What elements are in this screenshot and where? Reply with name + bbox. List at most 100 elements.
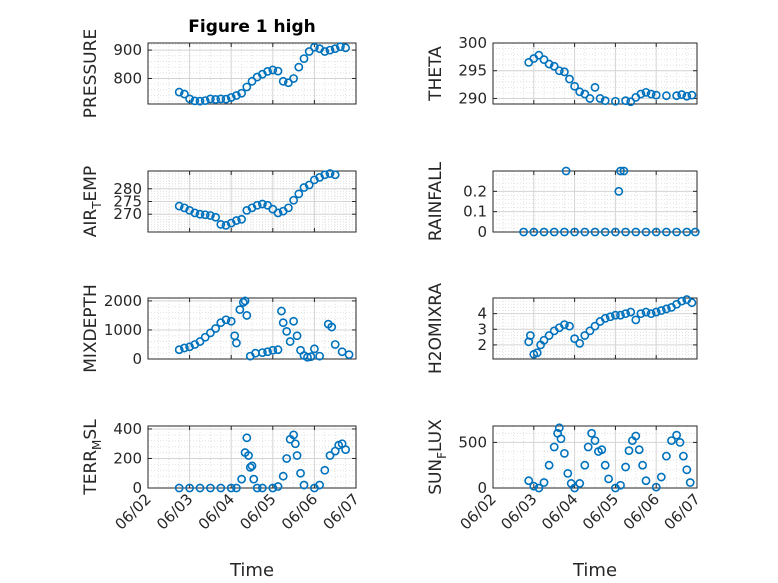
data-point [290,439,300,449]
subplot-1: 800 900 PRESSURE Figure 1 high [81,17,357,118]
x-tick-label: 06/03 [153,490,196,533]
data-point [587,428,596,438]
minor-grid [493,170,697,233]
data-point [539,227,549,237]
data-point [560,67,569,77]
y-tick-label: 400 [113,420,142,438]
y-tick-label: 0.1 [463,203,487,221]
y-tick-label: 300 [458,34,487,52]
data-point [330,340,340,349]
data-point [289,316,298,326]
data-point [185,94,194,104]
data-point [690,227,700,237]
data-point [303,352,312,362]
x-axis-label: Time [572,560,617,581]
data-point [211,324,220,333]
data-point [549,61,559,71]
data-point [185,342,194,352]
y-tick-label: 200 [113,449,142,467]
data-point [273,345,283,355]
data-point [526,331,535,340]
data-point [216,219,226,229]
y-tick-label: 270 [113,205,142,223]
y-axis-label: MIXDEPTH [81,284,101,373]
x-tick-label: 06/05 [579,490,622,533]
data-point [296,468,305,478]
y-tick-label: 280 [113,180,142,198]
y-axis-label: H2OMIXRA [426,283,446,374]
data-point [249,474,259,484]
data-point [268,65,278,75]
data-point [585,94,595,103]
data-point [325,451,335,460]
data-point [179,89,189,99]
data-point [565,321,574,331]
data-point [205,483,215,493]
data-point [641,307,651,317]
y-tick-label: 0.2 [463,182,487,200]
x-tick-label: 06/07 [320,490,363,533]
data-point [294,189,304,199]
data-point [174,201,184,211]
data-point [268,483,278,493]
data-point [309,42,319,52]
data-series [524,50,697,107]
x-tick-label: 06/05 [236,490,279,533]
data-point [344,350,354,360]
data-point [651,227,661,237]
minor-grid [148,298,356,360]
data-point [263,66,272,76]
data-point [211,212,220,222]
data-point [174,87,184,97]
data-point [554,423,564,433]
data-point [247,76,257,86]
data-point [636,89,646,99]
data-point [626,97,636,107]
x-tick-label: 06/07 [661,490,704,533]
y-tick-label: 4 [477,305,487,323]
data-point [682,91,692,101]
data-point [529,481,539,491]
data-point [575,479,585,488]
data-point [320,47,330,56]
x-tick-label: 06/06 [278,490,321,533]
data-point [611,227,620,237]
data-point [600,313,610,323]
data-point [532,348,542,358]
data-point [304,180,314,190]
data-point [278,318,288,328]
data-point [257,199,267,209]
data-point [561,166,571,176]
data-point [237,214,246,224]
data-point [330,170,340,180]
axes-box [492,425,698,489]
y-axis-label: TERRMSL [81,419,104,496]
data-point [621,462,630,472]
data-point [534,50,544,60]
data-series [174,296,354,362]
data-point [195,337,205,346]
data-point [327,322,337,332]
x-tick-label: 06/04 [195,490,238,533]
data-point [685,478,695,487]
data-point [580,460,590,470]
data-point [190,96,200,106]
data-point [304,47,314,56]
data-point [237,88,246,98]
data-point [231,91,241,100]
data-point [320,170,330,180]
data-point [560,227,569,237]
data-point [682,227,692,237]
data-point [289,430,298,440]
y-tick-label: 290 [458,89,487,107]
data-point [235,305,245,315]
y-axis-label: SUNFLUX [426,419,449,495]
data-point [570,483,579,493]
data-point [231,338,241,348]
data-point [221,94,231,104]
data-point [205,211,215,220]
data-point [544,59,554,69]
data-point [631,431,641,441]
